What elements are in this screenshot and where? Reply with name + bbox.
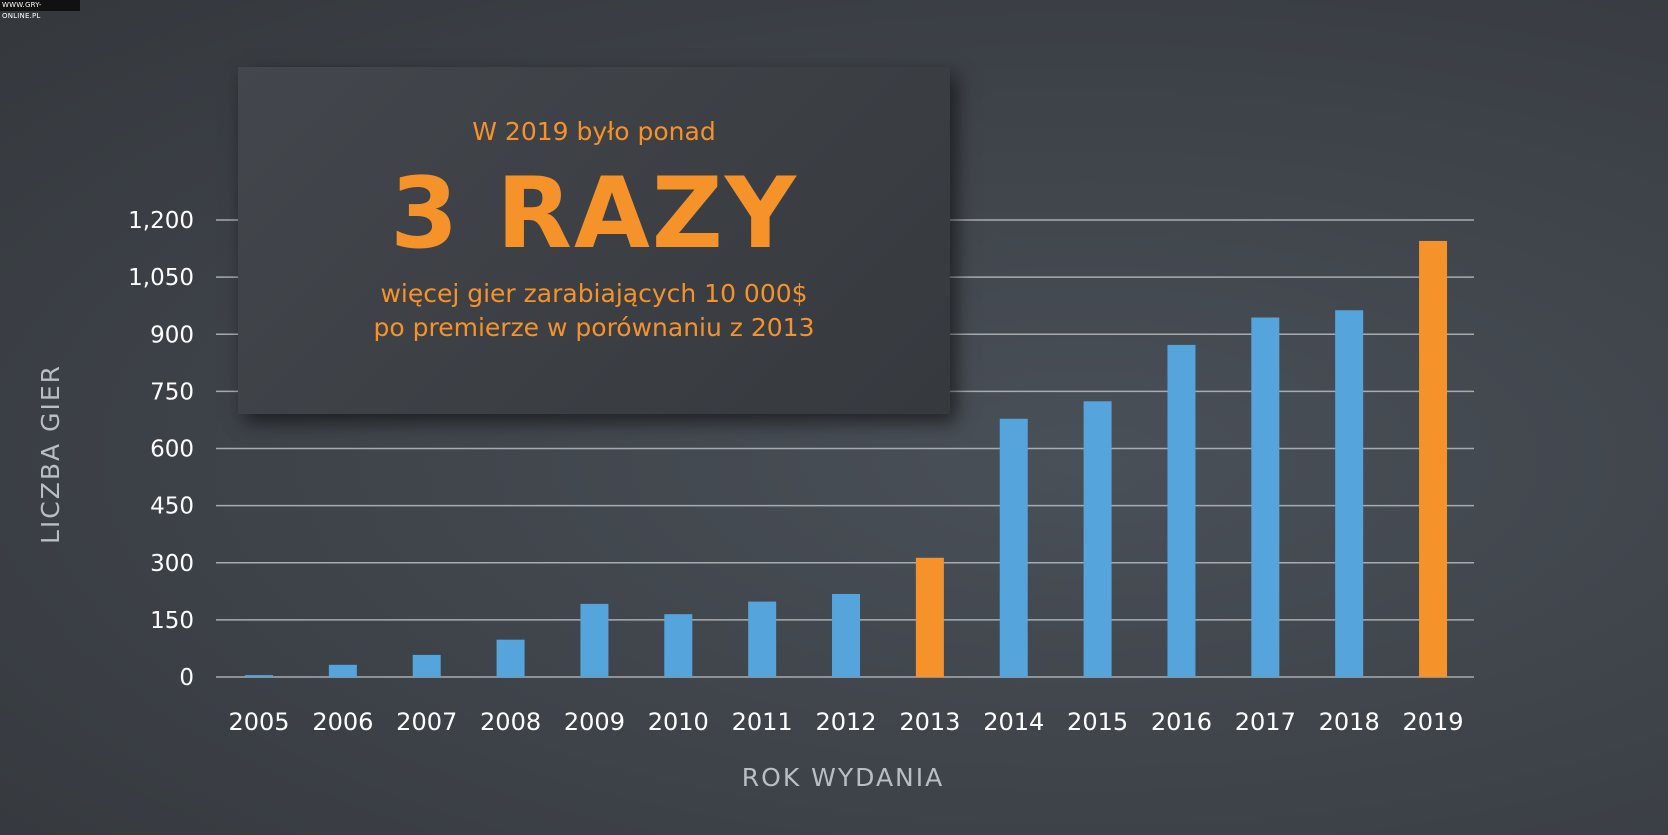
x-tick-label: 2006 <box>312 708 373 736</box>
callout-headline: 3 RAZY <box>390 157 798 271</box>
bars <box>245 240 1448 677</box>
y-axis-title: LICZBA GIER <box>36 364 65 544</box>
bar-2007 <box>412 654 441 677</box>
bar-2019 <box>1419 240 1448 677</box>
y-tick-label: 900 <box>150 322 194 348</box>
callout-subtext-line1: więcej gier zarabiających 10 000$ <box>380 279 808 308</box>
watermark-text: WWW.GRY-ONLINE.PL <box>0 0 80 20</box>
bar-2017 <box>1251 317 1280 677</box>
x-tick-label: 2007 <box>396 708 457 736</box>
y-tick-label: 150 <box>150 608 194 634</box>
bar-2010 <box>664 614 693 677</box>
x-tick-label: 2016 <box>1151 708 1212 736</box>
x-tick-labels: 2005 2006 2007 2008 2009 2010 2011 2012 2013 2014… <box>228 708 1463 736</box>
bar-2016 <box>1167 344 1196 677</box>
x-tick-label: 2015 <box>1067 708 1128 736</box>
x-tick-label: 2009 <box>564 708 625 736</box>
x-tick-label: 2005 <box>228 708 289 736</box>
x-tick-label: 2018 <box>1319 708 1380 736</box>
x-tick-label: 2008 <box>480 708 541 736</box>
y-tick-label: 1,200 <box>128 208 194 234</box>
bar-2008 <box>496 639 525 677</box>
x-axis-title: ROK WYDANIA <box>742 763 944 792</box>
bar-2005 <box>245 675 273 677</box>
bar-2012 <box>832 593 861 677</box>
callout-intro: W 2019 było ponad <box>472 117 716 146</box>
bar-2018 <box>1335 310 1364 677</box>
y-tick-label: 300 <box>150 551 194 577</box>
x-tick-label: 2014 <box>983 708 1044 736</box>
bar-2011 <box>748 601 777 677</box>
y-tick-label: 0 <box>179 665 194 691</box>
y-tick-label: 450 <box>150 494 194 520</box>
bar-2006 <box>328 664 357 677</box>
y-tick-labels: 0 150 300 450 600 750 900 1,050 1,200 <box>128 208 194 691</box>
bar-2015 <box>1083 401 1112 677</box>
y-tick-label: 1,050 <box>128 265 194 291</box>
callout-box: W 2019 było ponad 3 RAZY więcej gier zar… <box>238 67 950 414</box>
x-tick-label: 2019 <box>1403 708 1464 736</box>
bar-2009 <box>580 603 609 677</box>
bar-2013 <box>915 557 944 677</box>
bar-2014 <box>999 418 1028 677</box>
x-tick-label: 2017 <box>1235 708 1296 736</box>
x-tick-label: 2012 <box>815 708 876 736</box>
y-tick-label: 750 <box>150 379 194 405</box>
y-tick-label: 600 <box>150 437 194 463</box>
callout-subtext-line2: po premierze w porównaniu z 2013 <box>373 313 815 342</box>
x-tick-label: 2011 <box>732 708 793 736</box>
x-tick-label: 2013 <box>899 708 960 736</box>
x-tick-label: 2010 <box>648 708 709 736</box>
